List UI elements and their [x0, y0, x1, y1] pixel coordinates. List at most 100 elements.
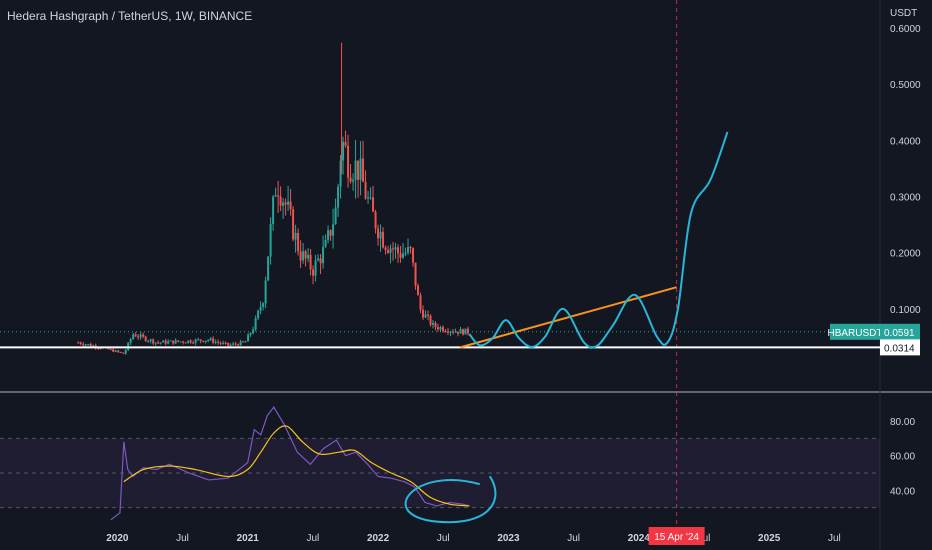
candle-body	[404, 252, 407, 254]
candle-body	[434, 322, 437, 328]
support-badge	[880, 339, 920, 356]
candle-body	[229, 344, 232, 346]
axes: USDT 0.6000 0.5000 0.4000 0.3000 0.2000 0.1000…	[106, 8, 921, 545]
candle-body	[392, 248, 395, 250]
candle-body	[77, 342, 80, 344]
candle-body	[237, 344, 240, 346]
candle-body	[277, 195, 280, 197]
symbol-badge	[830, 323, 880, 340]
date-marker-badge	[648, 527, 705, 545]
candle-body	[329, 230, 332, 236]
candle-body	[402, 253, 405, 258]
candle-body	[227, 342, 230, 346]
candle-body	[182, 341, 185, 343]
candle-body	[244, 341, 247, 343]
candle-body	[439, 327, 442, 330]
rsi-tick-label: 80.00	[890, 417, 915, 428]
candle-body	[352, 179, 355, 182]
time-tick-label: 2023	[497, 533, 520, 544]
candle-body	[224, 342, 227, 344]
candle-body	[139, 334, 142, 338]
candle-body	[334, 207, 337, 225]
price-tick-label: 0.1000	[890, 305, 921, 316]
candle-body	[299, 251, 302, 261]
candle-body	[169, 340, 172, 342]
rsi-highlight-circle	[404, 475, 497, 524]
candle-body	[274, 195, 277, 197]
candle-body	[134, 334, 137, 337]
candle-body	[239, 341, 242, 346]
candle-body	[157, 342, 160, 344]
candle-body	[174, 340, 177, 344]
time-tick-label: Jul	[437, 533, 450, 544]
candle-body	[427, 314, 430, 316]
candle-body	[217, 341, 220, 343]
candles	[77, 42, 469, 355]
candle-body	[407, 247, 410, 253]
candle-body	[312, 269, 315, 276]
candle-body	[327, 230, 330, 240]
candle-body	[307, 254, 310, 259]
candle-body	[242, 341, 245, 343]
candle-body	[154, 342, 157, 344]
candle-body	[114, 350, 117, 352]
price-tick-label: 0.4000	[890, 136, 921, 147]
candle-body	[357, 160, 360, 180]
candle-body	[194, 339, 197, 343]
candle-body	[89, 344, 92, 347]
candle-body	[419, 295, 422, 310]
candle-body	[222, 342, 225, 344]
drawings	[0, 131, 880, 349]
projection-curve	[468, 131, 729, 349]
candle-body	[287, 201, 290, 205]
candle-body	[457, 331, 460, 334]
symbol-label: HBARUSDT	[827, 328, 882, 339]
time-tick-label: 2022	[367, 533, 390, 544]
time-tick-label: Jul	[567, 533, 580, 544]
chart-title: Hedera Hashgraph / TetherUS, 1W, BINANCE	[7, 9, 252, 23]
candle-body	[384, 247, 387, 251]
candle-body	[344, 141, 347, 146]
time-tick-label: 2024	[628, 533, 651, 544]
candle-body	[424, 314, 427, 318]
rsi-pane	[0, 406, 880, 524]
candle-body	[314, 260, 317, 276]
price-tick-label: 0.5000	[890, 80, 921, 91]
support-value: 0.0314	[884, 343, 915, 354]
candle-body	[349, 177, 352, 182]
candle-body	[297, 232, 300, 252]
candle-body	[172, 340, 175, 344]
candle-body	[122, 352, 125, 354]
candle-body	[304, 251, 307, 259]
candle-body	[202, 340, 205, 342]
candle-body	[387, 250, 390, 253]
candle-body	[412, 248, 415, 263]
time-tick-label: 2020	[106, 533, 129, 544]
candle-body	[199, 339, 202, 341]
candle-body	[129, 339, 132, 343]
candle-body	[452, 331, 455, 333]
candle-body	[284, 202, 287, 205]
candle-body	[359, 158, 362, 180]
trendline	[459, 286, 677, 349]
rsi-tick-label: 60.00	[890, 452, 915, 463]
candle-body	[177, 340, 180, 342]
candle-body	[144, 336, 147, 341]
time-tick-label: Jul	[176, 533, 189, 544]
time-tick-label: 2021	[237, 533, 260, 544]
candle-body	[112, 349, 115, 352]
candle-body	[367, 197, 370, 199]
candle-body	[269, 223, 272, 257]
candle-body	[232, 343, 235, 345]
candle-body	[354, 160, 357, 180]
candle-body	[164, 340, 167, 344]
candle-body	[364, 181, 367, 199]
candle-body	[342, 141, 345, 161]
candle-body	[119, 351, 122, 353]
candle-body	[394, 247, 397, 250]
price-tick-label: 0.3000	[890, 193, 921, 204]
candle-body	[317, 258, 320, 261]
candle-body	[289, 201, 292, 210]
